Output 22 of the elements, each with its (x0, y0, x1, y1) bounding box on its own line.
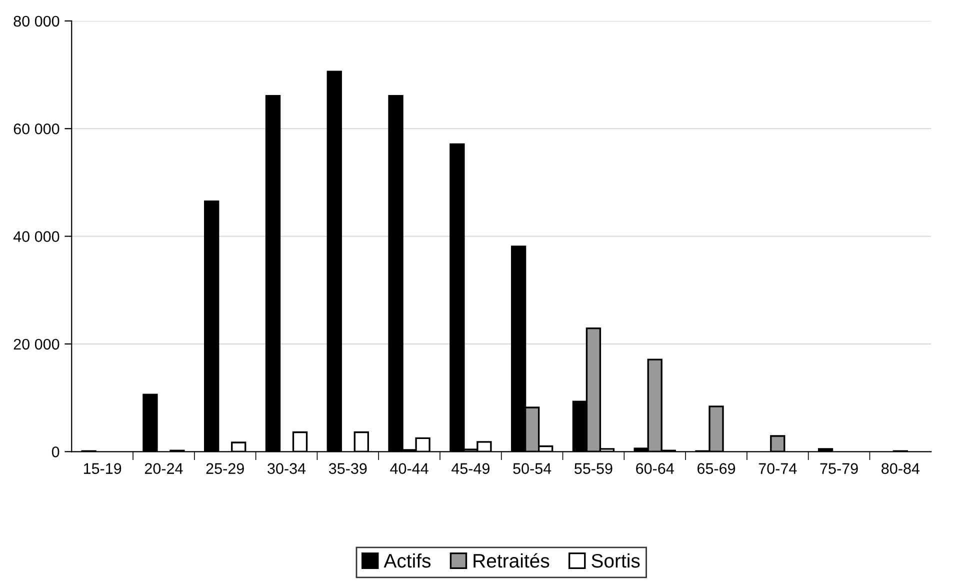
x-tick-label: 15-19 (84, 463, 122, 474)
y-tick-label: 0 (52, 446, 60, 458)
x-tick-label: 40-44 (390, 463, 428, 474)
x-tick-label: 75-79 (820, 463, 858, 474)
x-tick-label: 35-39 (328, 463, 367, 474)
x-tick-label: 45-49 (451, 463, 490, 474)
x-tick-label: 55-59 (574, 463, 612, 474)
legend-label: Retraités (474, 553, 550, 568)
x-tick-label: 70-74 (758, 463, 797, 474)
x-tick-label: 30-34 (268, 463, 306, 474)
y-tick-label: 60 000 (14, 123, 60, 134)
y-tick-label: 20 000 (14, 338, 60, 350)
x-tick-label: 60-64 (636, 463, 674, 474)
x-tick-label: 65-69 (697, 463, 736, 474)
x-tick-label: 80-84 (882, 463, 920, 474)
x-tick-label: 20-24 (144, 463, 183, 474)
x-tick-label: 25-29 (206, 463, 244, 474)
x-tick-label: 50-54 (513, 463, 552, 474)
legend-label: Actifs (384, 553, 431, 568)
legend-label: Sortis (592, 553, 640, 568)
y-tick-label: 40 000 (13, 231, 60, 242)
y-tick-label: 80 000 (14, 16, 60, 27)
